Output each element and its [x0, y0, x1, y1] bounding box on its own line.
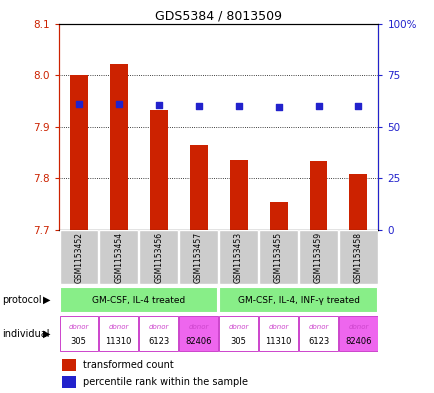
Text: donor: donor: [148, 324, 168, 330]
Text: GSM1153454: GSM1153454: [114, 232, 123, 283]
Text: GSM1153459: GSM1153459: [313, 232, 322, 283]
Text: donor: donor: [308, 324, 328, 330]
Point: [75, 100, 82, 107]
Point: [354, 103, 361, 109]
Bar: [339, 230, 377, 285]
Bar: [299, 230, 337, 285]
Point: [314, 103, 321, 109]
Bar: [259, 316, 297, 351]
Text: donor: donor: [348, 324, 368, 330]
Bar: [149, 110, 167, 230]
Bar: [269, 202, 287, 230]
Bar: [69, 75, 88, 230]
Bar: [109, 64, 127, 230]
Point: [195, 103, 202, 109]
Bar: [259, 230, 297, 285]
Bar: [59, 316, 98, 351]
Bar: [179, 316, 217, 351]
Text: 6123: 6123: [148, 337, 169, 346]
Bar: [219, 287, 377, 313]
Text: individual: individual: [2, 329, 49, 339]
Text: donor: donor: [108, 324, 128, 330]
Text: percentile rank within the sample: percentile rank within the sample: [82, 377, 247, 387]
Bar: [62, 376, 76, 388]
Text: 305: 305: [71, 337, 86, 346]
Point: [115, 100, 122, 107]
Text: protocol: protocol: [2, 295, 42, 305]
Text: 11310: 11310: [105, 337, 132, 346]
Text: GM-CSF, IL-4, INF-γ treated: GM-CSF, IL-4, INF-γ treated: [237, 296, 358, 305]
Bar: [339, 316, 377, 351]
Text: GSM1153453: GSM1153453: [233, 232, 243, 283]
Bar: [59, 230, 98, 285]
Bar: [229, 160, 247, 230]
Text: ▶: ▶: [43, 329, 51, 339]
Text: GSM1153455: GSM1153455: [273, 232, 283, 283]
Bar: [59, 287, 217, 313]
Text: donor: donor: [188, 324, 208, 330]
Text: donor: donor: [228, 324, 248, 330]
Text: GSM1153457: GSM1153457: [194, 232, 203, 283]
Bar: [219, 316, 257, 351]
Bar: [99, 316, 138, 351]
Title: GDS5384 / 8013509: GDS5384 / 8013509: [155, 9, 281, 22]
Bar: [179, 230, 217, 285]
Point: [234, 103, 241, 109]
Bar: [189, 145, 207, 230]
Bar: [299, 316, 337, 351]
Text: 82406: 82406: [345, 337, 371, 346]
Point: [274, 103, 281, 110]
Text: donor: donor: [268, 324, 288, 330]
Bar: [62, 358, 76, 371]
Bar: [309, 161, 327, 230]
Text: 6123: 6123: [307, 337, 329, 346]
Text: transformed count: transformed count: [82, 360, 173, 369]
Bar: [349, 174, 367, 230]
Bar: [99, 230, 138, 285]
Point: [155, 101, 162, 108]
Text: 305: 305: [230, 337, 246, 346]
Text: 82406: 82406: [185, 337, 211, 346]
Text: GM-CSF, IL-4 treated: GM-CSF, IL-4 treated: [92, 296, 185, 305]
Text: ▶: ▶: [43, 295, 51, 305]
Text: 11310: 11310: [265, 337, 291, 346]
Bar: [219, 230, 257, 285]
Text: GSM1153458: GSM1153458: [353, 232, 362, 283]
Text: GSM1153456: GSM1153456: [154, 232, 163, 283]
Text: donor: donor: [69, 324, 89, 330]
Bar: [139, 230, 178, 285]
Bar: [139, 316, 178, 351]
Text: GSM1153452: GSM1153452: [74, 232, 83, 283]
